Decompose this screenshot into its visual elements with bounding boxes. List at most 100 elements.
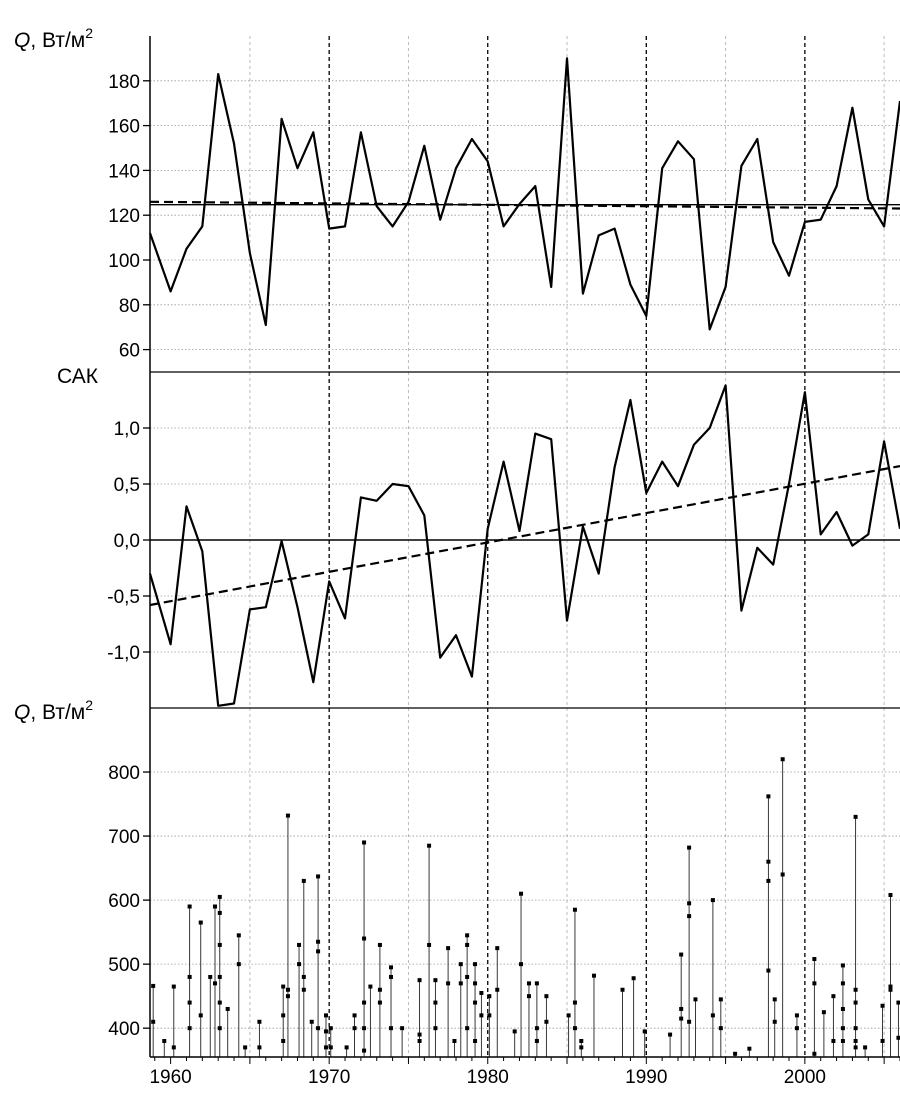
scatter-point (853, 1045, 858, 1050)
scatter-point (812, 957, 817, 962)
y-tick-label: 600 (108, 891, 140, 912)
scatter-point (427, 843, 432, 848)
y-tick-label: 60 (119, 341, 140, 362)
scatter-point (151, 1019, 156, 1024)
scatter-point (718, 1026, 723, 1031)
scatter-point (352, 1013, 357, 1018)
y-tick-label: 0,0 (114, 531, 140, 552)
scatter-point (208, 974, 213, 979)
scatter-point (880, 1038, 885, 1043)
scatter-point (794, 1026, 799, 1031)
scatter-point (896, 1000, 900, 1005)
scatter-point (780, 872, 785, 877)
scatter-point (309, 1019, 314, 1024)
scatter-point (465, 974, 470, 979)
scatter-point (831, 1038, 836, 1043)
scatter-point (285, 813, 290, 818)
scatter-point (794, 1013, 799, 1018)
scatter-point (187, 974, 192, 979)
scatter-point (344, 1045, 349, 1050)
scatter-point (225, 1006, 230, 1011)
scatter-point (400, 1026, 405, 1031)
scatter-point (821, 1010, 826, 1015)
y-tick-label: -0,5 (107, 587, 140, 608)
scatter-point (389, 974, 394, 979)
scatter-point (591, 973, 596, 978)
scatter-point (328, 1026, 333, 1031)
scatter-point (257, 1019, 262, 1024)
scatter-point (236, 962, 241, 967)
y-tick-label: 100 (108, 251, 140, 272)
scatter-point (544, 1019, 549, 1024)
scatter-point (512, 1029, 517, 1034)
scatter-point (718, 997, 723, 1002)
scatter-point (579, 1045, 584, 1050)
grid-layer (150, 36, 900, 1057)
scatter-point (679, 1006, 684, 1011)
scatter-point (377, 987, 382, 992)
scatter-point (888, 984, 893, 989)
scatter-point (171, 1045, 176, 1050)
scatter-point (863, 1045, 868, 1050)
scatter-point (217, 910, 222, 915)
y-tick-label: 180 (108, 72, 140, 93)
scatter-point (465, 942, 470, 947)
series-line-panel-2-dashed-trend (149, 465, 900, 607)
scatter-point (687, 914, 692, 919)
scatter-point (473, 962, 478, 967)
scatter-point (427, 942, 432, 947)
scatter-point (534, 981, 539, 986)
scatter-point (687, 1019, 692, 1024)
scatter-point (679, 1016, 684, 1021)
scatter-point (281, 1038, 286, 1043)
y-tick-label: 400 (108, 1019, 140, 1040)
scatter-point (733, 1051, 738, 1056)
scatter-point (217, 942, 222, 947)
scatter-point (519, 962, 524, 967)
scatter-point (693, 997, 698, 1002)
scatter-point (316, 1026, 321, 1031)
scatter-point (198, 920, 203, 925)
scatter-point (534, 1038, 539, 1043)
scatter-point (297, 962, 302, 967)
scatter-point (301, 974, 306, 979)
scatter-point (187, 904, 192, 909)
x-tick-label: 1970 (308, 1067, 350, 1088)
scatter-point (285, 994, 290, 999)
scatter-point (766, 878, 771, 883)
scatter-point (187, 1026, 192, 1031)
scatter-point (281, 1013, 286, 1018)
scatter-point (217, 1000, 222, 1005)
scatter-point (281, 984, 286, 989)
scatter-point (377, 1000, 382, 1005)
scatter-point (772, 997, 777, 1002)
scatter-point (747, 1046, 752, 1051)
scatter-point (534, 1026, 539, 1031)
scatter-point (766, 794, 771, 799)
y-axis-label-panel-3: Q, Вт/м2 (14, 697, 93, 724)
series-line-panel-2-solid (148, 384, 900, 707)
scatter-point (377, 942, 382, 947)
scatter-point (257, 1045, 262, 1050)
scatter-point (368, 984, 373, 989)
y-tick-label: 160 (108, 117, 140, 138)
scatter-point (446, 946, 451, 951)
y-tick-label: 140 (108, 161, 140, 182)
scatter-point (840, 1006, 845, 1011)
scatter-point (710, 1013, 715, 1018)
scatter-point (766, 859, 771, 864)
scatter-point (473, 1000, 478, 1005)
scatter-point (297, 942, 302, 947)
y-tick-label: 1,0 (114, 419, 140, 440)
scatter-point (572, 1000, 577, 1005)
scatter-point (458, 981, 463, 986)
scatter-point (389, 965, 394, 970)
scatter-point (236, 933, 241, 938)
scatter-point (479, 1013, 484, 1018)
scatter-point (417, 1038, 422, 1043)
scatter-point (853, 1038, 858, 1043)
scatter-point (840, 981, 845, 986)
scatter-point (217, 974, 222, 979)
scatter-point (687, 845, 692, 850)
y-tick-label: 500 (108, 955, 140, 976)
